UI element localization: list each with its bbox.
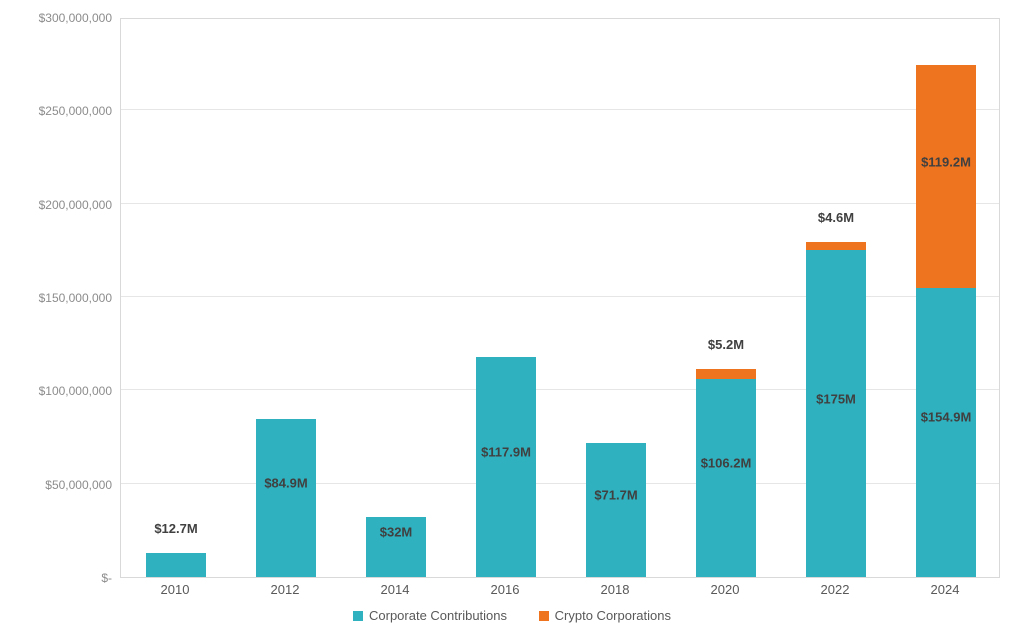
x-axis-label: 2018 [560, 582, 670, 597]
bar-segment-corporate [806, 250, 866, 577]
bar-segment-corporate [256, 419, 316, 577]
y-axis-label: $100,000,000 [2, 384, 112, 398]
bar-segment-corporate [366, 517, 426, 577]
bar-segment-corporate [146, 553, 206, 577]
x-axis-label: 2024 [890, 582, 1000, 597]
x-axis-label: 2022 [780, 582, 890, 597]
bar-label-crypto: $5.2M [708, 337, 744, 352]
y-axis-label: $300,000,000 [2, 11, 112, 25]
y-axis-label: $250,000,000 [2, 104, 112, 118]
legend-item-corporate: Corporate Contributions [353, 608, 507, 623]
legend-item-crypto: Crypto Corporations [539, 608, 671, 623]
x-axis-label: 2020 [670, 582, 780, 597]
y-axis-label: $- [2, 571, 112, 585]
bar-label-corporate: $12.7M [154, 521, 197, 536]
bar-segment-corporate [916, 288, 976, 577]
bar-segment-crypto [916, 65, 976, 288]
bar-label-crypto: $4.6M [818, 210, 854, 225]
x-axis-label: 2010 [120, 582, 230, 597]
bar-segment-corporate [586, 443, 646, 577]
y-axis-label: $200,000,000 [2, 198, 112, 212]
bar-segment-corporate [476, 357, 536, 577]
chart-container: $12.7M$84.9M$32M$117.9M$71.7M$5.2M$106.2… [0, 0, 1024, 636]
legend-label-crypto: Crypto Corporations [555, 608, 671, 623]
bar-segment-crypto [696, 369, 756, 379]
plot-area: $12.7M$84.9M$32M$117.9M$71.7M$5.2M$106.2… [120, 18, 1000, 578]
x-axis-label: 2016 [450, 582, 560, 597]
legend: Corporate Contributions Crypto Corporati… [0, 608, 1024, 623]
legend-label-corporate: Corporate Contributions [369, 608, 507, 623]
y-axis-label: $150,000,000 [2, 291, 112, 305]
bar-segment-crypto [806, 242, 866, 251]
y-axis-label: $50,000,000 [2, 478, 112, 492]
x-axis-label: 2014 [340, 582, 450, 597]
legend-swatch-crypto [539, 611, 549, 621]
legend-swatch-corporate [353, 611, 363, 621]
bar-segment-corporate [696, 379, 756, 577]
bars-layer: $12.7M$84.9M$32M$117.9M$71.7M$5.2M$106.2… [121, 19, 999, 577]
x-axis-label: 2012 [230, 582, 340, 597]
